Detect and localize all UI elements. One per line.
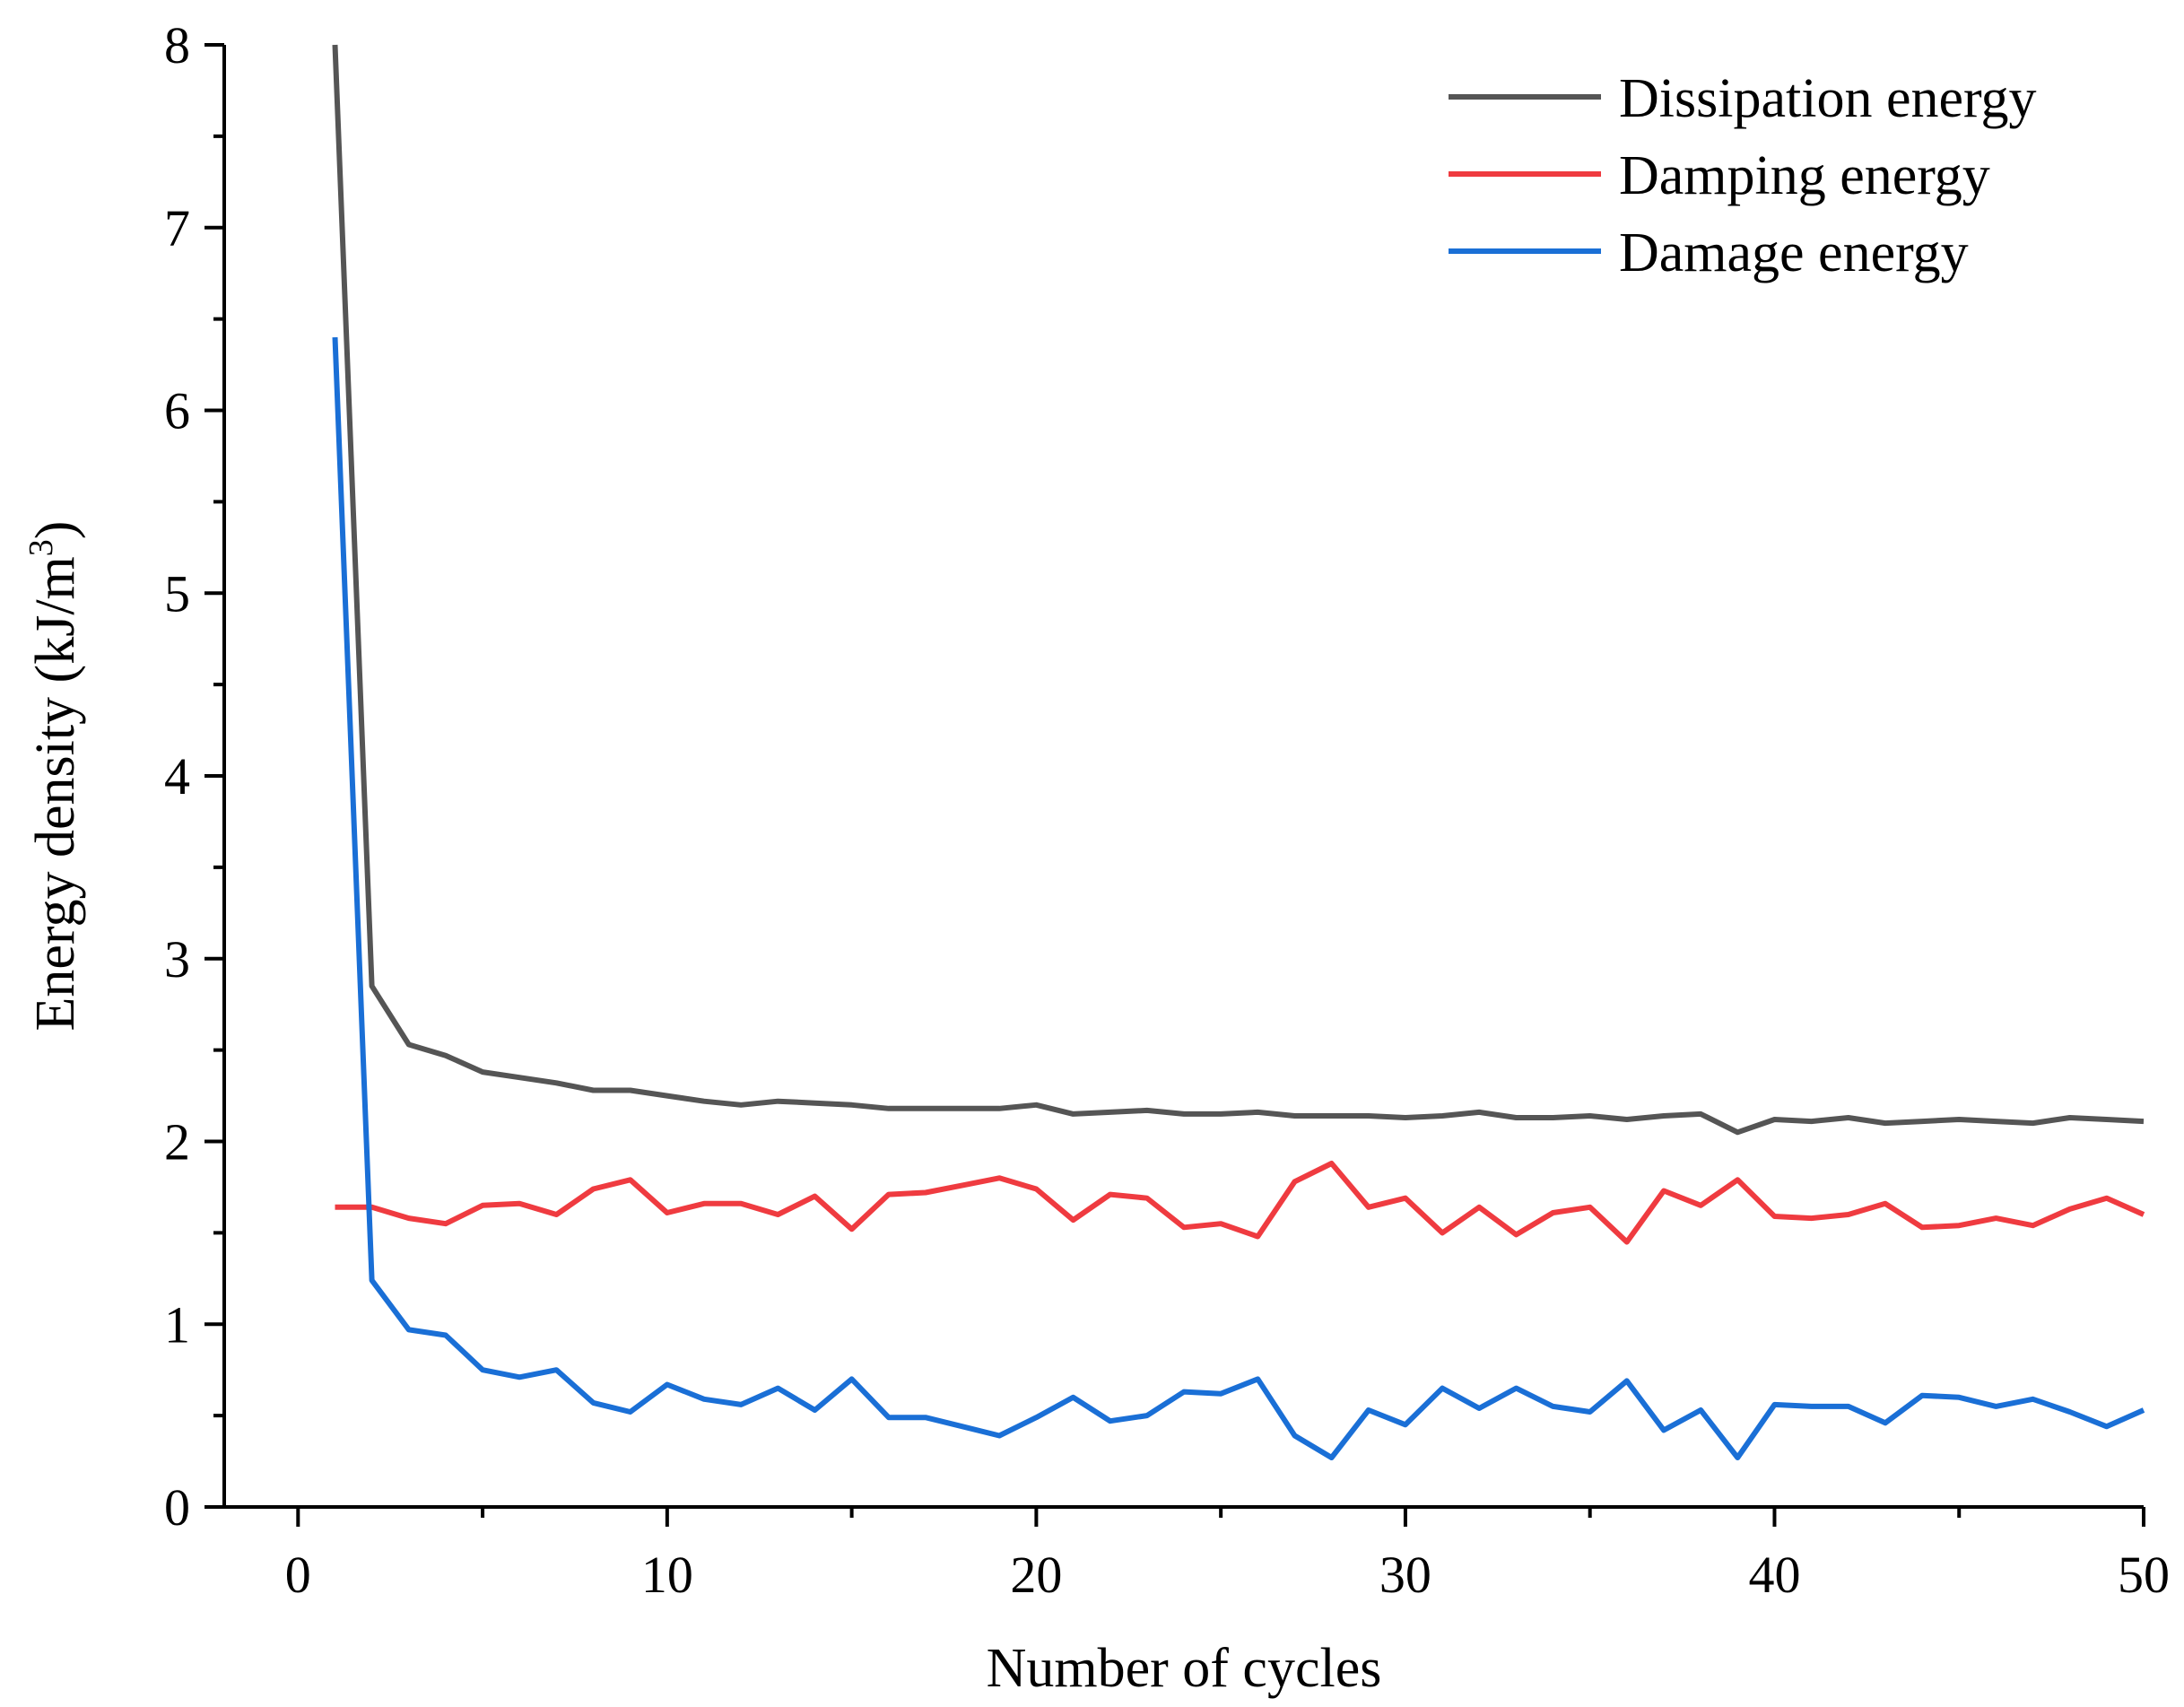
dissipation-energy-line <box>332 44 2145 1136</box>
x-tick-label-20: 20 <box>1010 1546 1062 1604</box>
damping-energy-line <box>335 1161 2145 1245</box>
x-tick-label-30: 30 <box>1379 1546 1431 1604</box>
y-axis-title-superscript: 3 <box>22 539 60 556</box>
y-tick-label-3: 3 <box>164 930 190 988</box>
x-ticks: 0 10 20 30 40 50 <box>285 1507 2170 1604</box>
legend: Dissipation energy Damping energy Damage e… <box>1449 68 2037 283</box>
legend-label-dissipation-energy: Dissipation energy <box>1619 68 2037 129</box>
legend-label-damage-energy: Damage energy <box>1619 222 1969 283</box>
x-tick-label-50: 50 <box>2118 1546 2170 1604</box>
y-axis-title-suffix: ) <box>25 521 86 540</box>
x-axis-title: Number of cycles <box>987 1638 1382 1699</box>
x-tick-label-10: 10 <box>641 1546 693 1604</box>
y-tick-label-5: 5 <box>164 564 190 623</box>
y-tick-label-0: 0 <box>164 1478 190 1537</box>
y-axis-title: Energy density (kJ/m3) <box>22 521 86 1032</box>
y-tick-label-8: 8 <box>164 16 190 74</box>
x-tick-label-40: 40 <box>1748 1546 1800 1604</box>
y-tick-label-1: 1 <box>164 1295 190 1354</box>
y-tick-label-7: 7 <box>164 199 190 257</box>
plot-area: 0 1 2 3 4 5 6 7 8 0 10 20 30 40 50 <box>164 16 2170 1604</box>
damage-energy-line <box>332 336 2145 1460</box>
y-ticks: 0 1 2 3 4 5 6 7 8 <box>164 16 224 1537</box>
legend-label-damping-energy: Damping energy <box>1619 145 1990 206</box>
series-group <box>332 44 2145 1460</box>
y-axis-title-main: Energy density (kJ/m <box>25 556 86 1031</box>
y-tick-label-4: 4 <box>164 747 190 806</box>
x-tick-label-0: 0 <box>285 1546 311 1604</box>
y-tick-label-2: 2 <box>164 1113 190 1171</box>
y-tick-label-6: 6 <box>164 382 190 440</box>
